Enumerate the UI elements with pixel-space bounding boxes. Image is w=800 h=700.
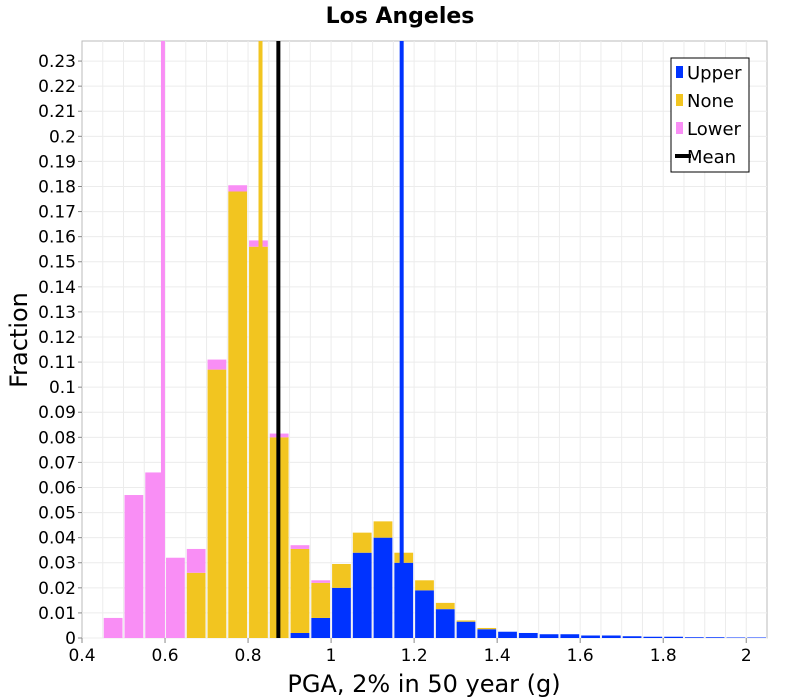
legend-label-upper: Upper — [687, 63, 742, 84]
legend-label-none: None — [687, 91, 734, 112]
x-tick-label: 0.8 — [235, 646, 262, 666]
bar-upper — [664, 636, 683, 638]
bar-none — [352, 532, 372, 553]
bar-upper — [747, 637, 766, 638]
reference-lines — [160, 41, 404, 638]
bar-upper — [643, 636, 663, 638]
y-tick-label: 0.04 — [38, 529, 76, 549]
y-tick-label: 0.17 — [38, 203, 76, 223]
legend-label-lower: Lower — [687, 119, 742, 140]
y-tick-label: 0.16 — [38, 228, 76, 248]
bar-none — [415, 580, 434, 591]
bar-none — [207, 369, 227, 638]
bar-upper — [539, 634, 559, 638]
bar-none — [477, 627, 497, 630]
bar-none — [332, 564, 351, 588]
x-tick-label: 2 — [741, 646, 752, 666]
bar-lower — [166, 557, 185, 638]
bar-lower — [290, 545, 310, 549]
y-tick-label: 0.02 — [38, 579, 76, 599]
bar-upper — [373, 537, 393, 638]
bar-upper — [456, 621, 476, 638]
y-tick-label: 0.23 — [38, 52, 76, 72]
legend-swatch-none — [676, 94, 683, 106]
y-tick-label: 0.05 — [38, 504, 76, 524]
y-axis-ticks: 0 0.01 0.02 0.03 0.04 0.05 0.06 0.07 0.08 0.09 0.1… — [38, 52, 82, 649]
y-tick-label: 0.07 — [38, 453, 76, 473]
y-tick-label: 0.03 — [38, 554, 76, 574]
bar-lower — [228, 185, 248, 192]
x-tick-label: 1.2 — [401, 646, 428, 666]
bar-none — [228, 191, 248, 638]
grid-lines — [82, 41, 767, 639]
bar-upper — [477, 629, 497, 638]
bar-none — [373, 521, 393, 538]
y-tick-label: 0.22 — [38, 77, 76, 97]
y-tick-label: 0.08 — [38, 428, 76, 448]
y-tick-label: 0.01 — [38, 604, 76, 624]
bar-lower — [311, 580, 331, 583]
bar-upper — [705, 637, 725, 638]
bar-upper — [601, 635, 621, 638]
y-tick-label: 0 — [65, 629, 76, 649]
y-tick-label: 0.09 — [38, 403, 76, 423]
x-tick-label: 1.4 — [484, 646, 511, 666]
bar-upper — [581, 635, 600, 638]
bar-upper — [394, 562, 414, 638]
plot-area — [81, 40, 768, 639]
bar-upper — [332, 587, 351, 638]
x-tick-label: 1.8 — [650, 646, 677, 666]
bar-upper — [311, 617, 331, 638]
bar-upper — [415, 590, 434, 638]
y-tick-label: 0.21 — [38, 102, 76, 122]
y-tick-label: 0.13 — [38, 303, 76, 323]
x-axis-label: PGA, 2% in 50 year (g) — [287, 670, 560, 698]
y-tick-label: 0.12 — [38, 328, 76, 348]
x-axis-ticks: 0.4 0.6 0.8 1 1.2 1.4 1.6 1.8 2 — [68, 638, 752, 666]
bar-lower — [249, 240, 268, 247]
y-tick-label: 0.14 — [38, 278, 76, 298]
bar-none — [456, 620, 476, 622]
y-tick-label: 0.18 — [38, 177, 76, 197]
bar-upper — [726, 637, 746, 638]
bar-none — [311, 582, 331, 618]
y-tick-label: 0.1 — [49, 378, 76, 398]
legend-swatch-upper — [676, 66, 683, 78]
legend-swatch-lower — [676, 122, 683, 134]
bar-lower — [124, 495, 144, 638]
bar-upper — [352, 552, 372, 638]
x-tick-label: 1.6 — [567, 646, 594, 666]
legend: Upper None Lower Mean — [670, 57, 750, 173]
bar-upper — [435, 609, 455, 638]
chart-title: Los Angeles — [326, 4, 475, 29]
y-axis-label: Fraction — [5, 292, 33, 388]
bar-none — [290, 548, 310, 633]
bars — [103, 185, 766, 638]
x-tick-label: 0.6 — [152, 646, 179, 666]
y-tick-label: 0.11 — [38, 353, 76, 373]
bar-lower — [207, 359, 227, 370]
bar-none — [435, 602, 455, 610]
bar-lower — [103, 617, 123, 638]
bar-upper — [518, 632, 538, 638]
bar-none — [186, 572, 206, 638]
x-tick-label: 0.4 — [68, 646, 95, 666]
y-tick-label: 0.06 — [38, 478, 76, 498]
bar-upper — [290, 632, 310, 638]
y-tick-label: 0.2 — [49, 127, 76, 147]
y-tick-label: 0.15 — [38, 253, 76, 273]
legend-box — [670, 57, 750, 173]
bar-none — [394, 552, 414, 563]
bar-upper — [498, 631, 517, 638]
bar-upper — [560, 634, 580, 638]
x-tick-label: 1 — [326, 646, 337, 666]
bar-lower — [145, 472, 165, 638]
bar-upper — [622, 636, 642, 638]
bar-none — [249, 246, 268, 638]
bar-lower — [186, 548, 206, 573]
legend-label-mean: Mean — [687, 147, 736, 168]
y-tick-label: 0.19 — [38, 152, 76, 172]
bar-upper — [684, 637, 704, 638]
